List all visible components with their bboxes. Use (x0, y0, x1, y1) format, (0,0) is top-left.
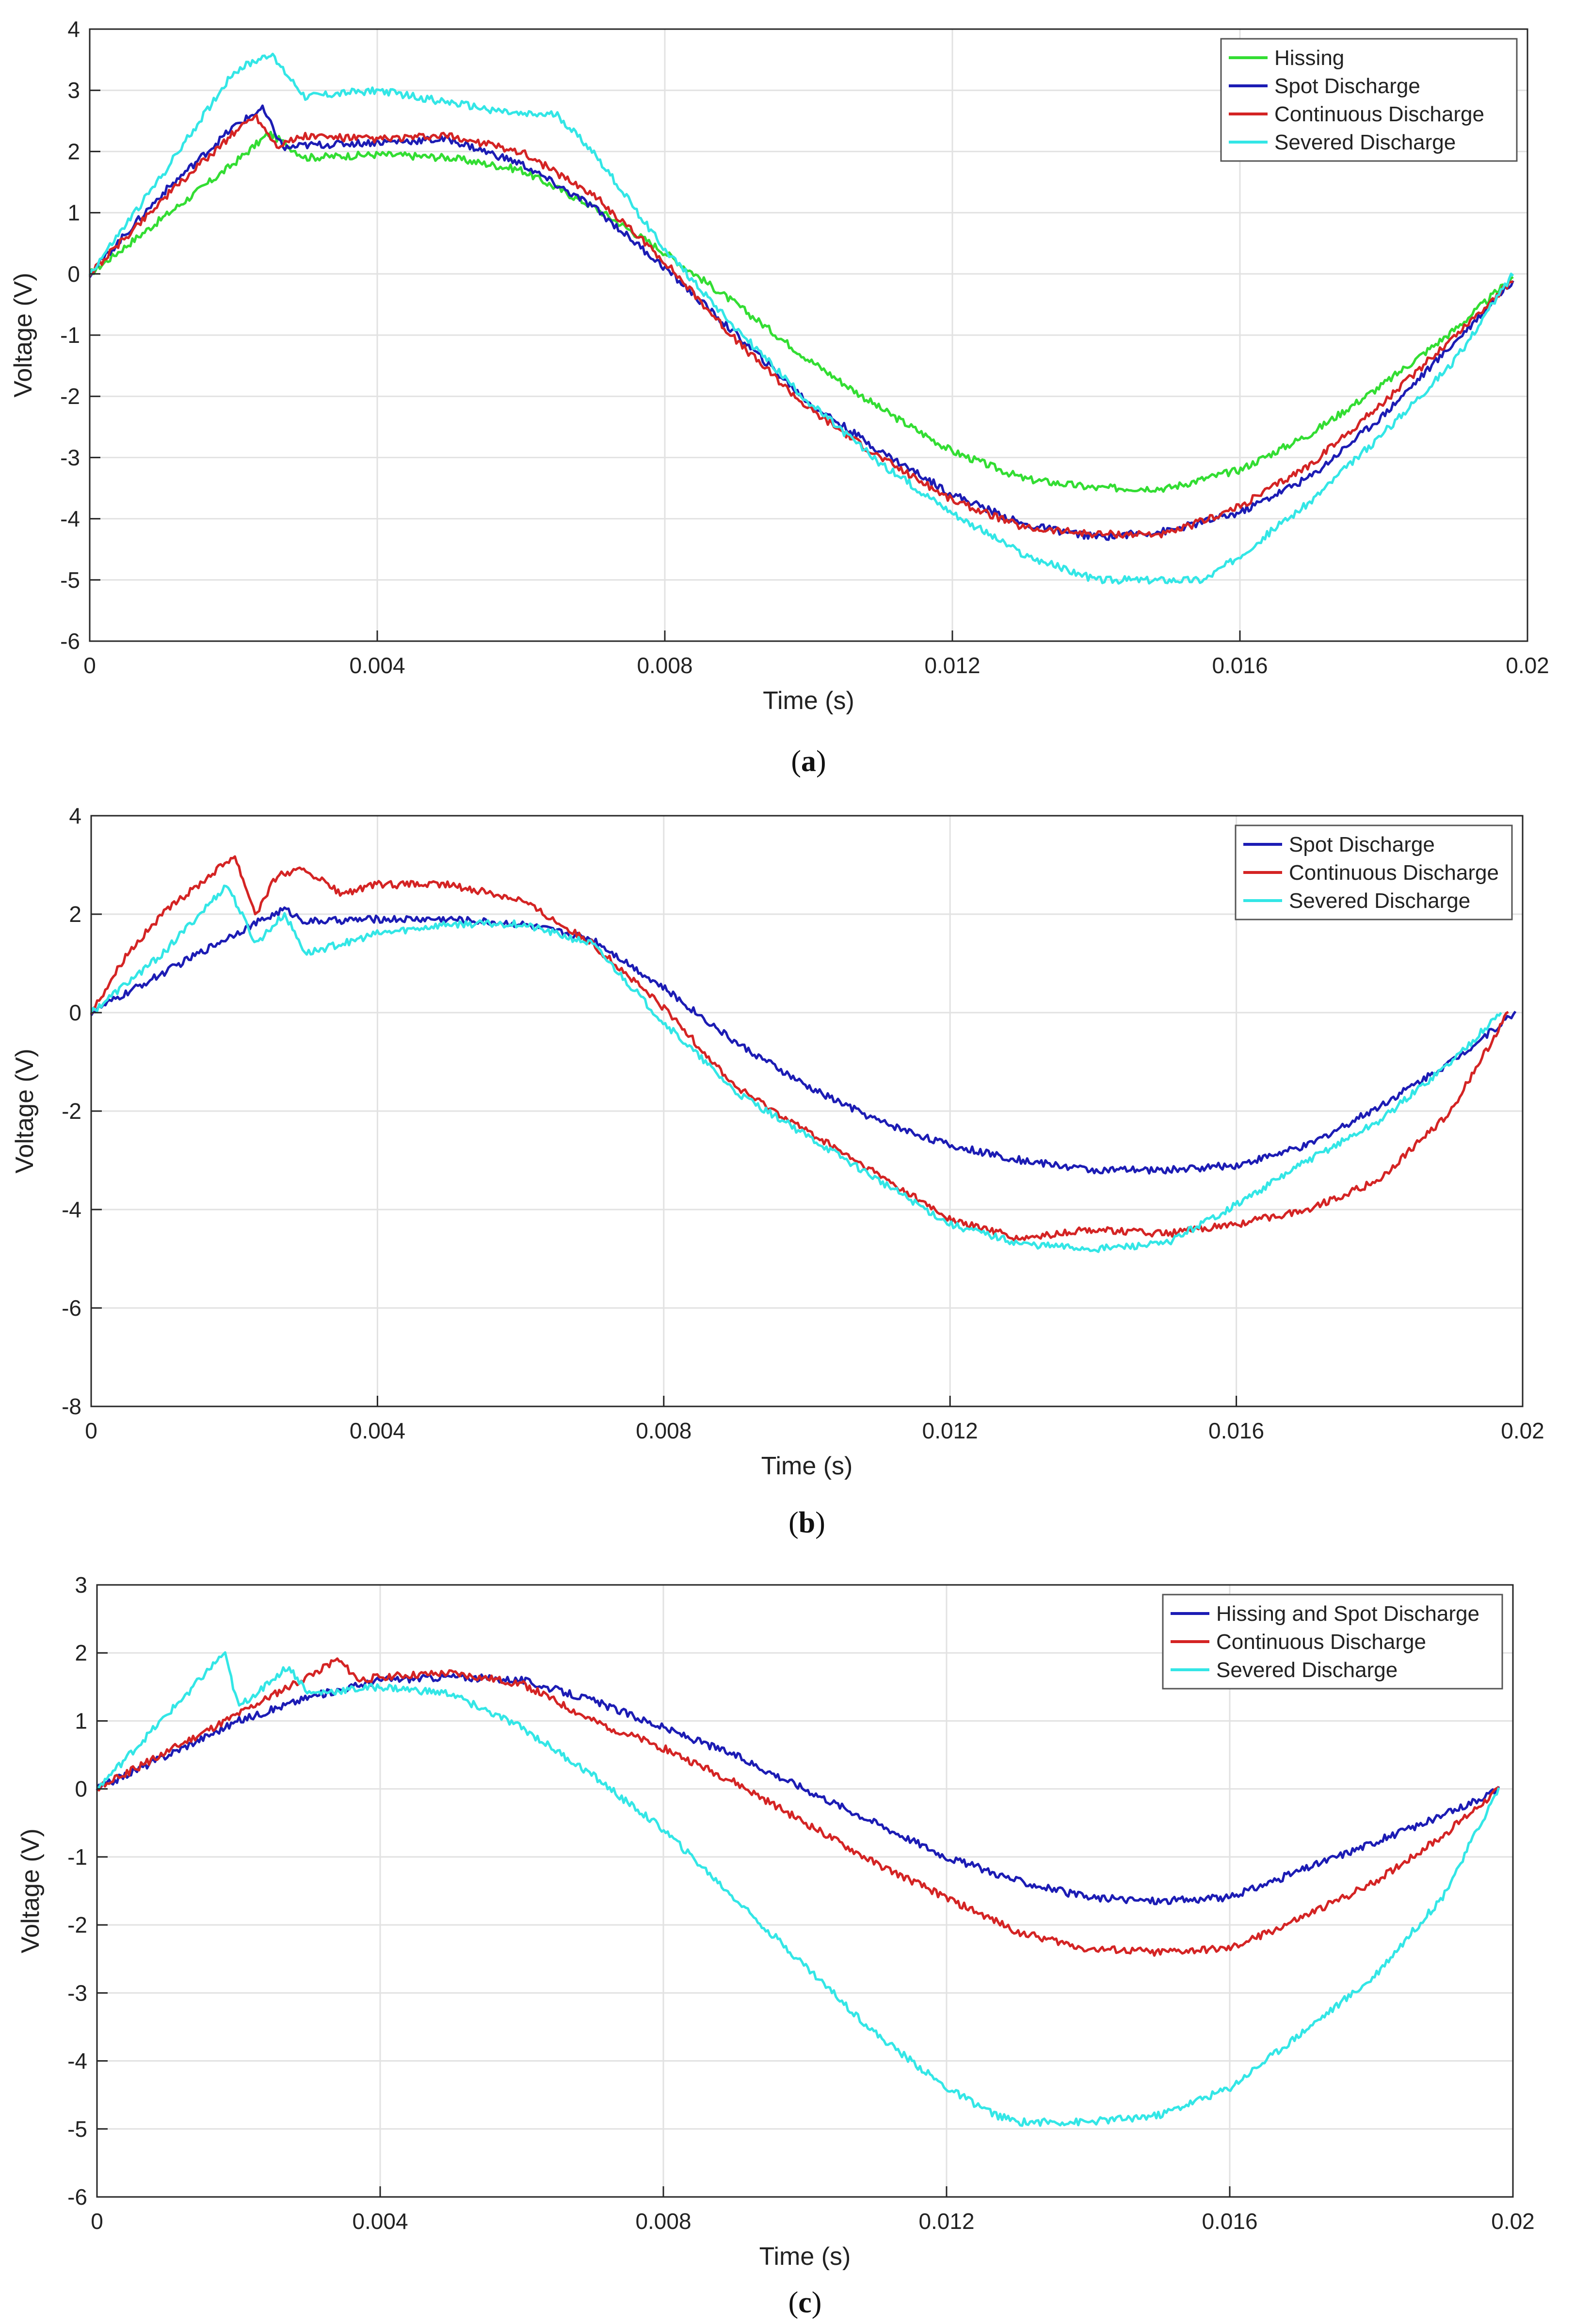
y-tick-label: 4 (67, 16, 80, 42)
y-tick-label: -6 (60, 629, 80, 654)
y-tick-label: 0 (69, 1000, 81, 1025)
panel-caption: (a) (791, 745, 826, 778)
y-tick-label: -3 (67, 1980, 87, 2005)
y-tick-label: 1 (75, 1708, 87, 1733)
y-tick-label: 0 (67, 261, 80, 287)
x-tick-label: 0.008 (637, 653, 692, 678)
x-tick-label: 0 (83, 653, 96, 678)
y-tick-label: -4 (60, 506, 80, 532)
y-tick-label: 3 (75, 1572, 87, 1598)
chart-panel-a: 0 0.004 0.008 0.012 0.016 0.02 -6 -5 -4 -3 -2 -1 0 1 2… (9, 16, 1549, 778)
x-tick-label: 0.02 (1506, 653, 1549, 678)
series-line-2 (88, 104, 1514, 541)
y-tick-label: -6 (67, 2184, 87, 2210)
y-tick-label: -3 (60, 445, 80, 470)
x-tick-label: 0.008 (636, 1418, 691, 1443)
x-tick-label: 0 (85, 1418, 97, 1443)
legend-entry: Spot Discharge (1274, 74, 1420, 98)
y-axis-label: Voltage (V) (16, 1828, 45, 1953)
x-tick-label: 0 (91, 2209, 103, 2234)
y-tick-label: -4 (62, 1197, 81, 1222)
x-tick-label: 0.012 (918, 2209, 974, 2234)
y-tick-label: -5 (67, 2116, 87, 2142)
x-tick-label: 0.004 (352, 2209, 408, 2234)
series-line-2 (90, 855, 1509, 1242)
y-axis-label: Voltage (V) (9, 273, 37, 397)
x-axis-label: Time (s) (761, 1452, 853, 1480)
series-line-1 (90, 906, 1517, 1175)
series-line-4 (88, 52, 1514, 585)
legend-entry: Severed Discharge (1274, 130, 1456, 154)
y-tick-label: 0 (75, 1776, 87, 1802)
series-line-2 (96, 1657, 1500, 1957)
legend-entry: Severed Discharge (1289, 889, 1470, 913)
legend-entry: Hissing and Spot Discharge (1216, 1602, 1479, 1626)
x-tick-label: 0.008 (635, 2209, 691, 2234)
legend-entry: Continuous Discharge (1289, 861, 1499, 885)
series-line-3 (88, 113, 1514, 539)
y-tick-label: -8 (62, 1394, 81, 1419)
x-tick-label: 0.012 (924, 653, 980, 678)
y-tick-label: -5 (60, 567, 80, 593)
legend-entry: Spot Discharge (1289, 833, 1435, 856)
x-tick-label: 0.02 (1501, 1418, 1544, 1443)
series-line-3 (90, 885, 1502, 1253)
x-axis-label: Time (s) (759, 2243, 851, 2271)
y-tick-label: -2 (60, 384, 80, 409)
y-axis-label: Voltage (V) (11, 1049, 39, 1173)
y-tick-label: -1 (60, 323, 80, 348)
y-tick-label: -2 (62, 1098, 81, 1124)
x-tick-label: 0.016 (1202, 2209, 1257, 2234)
series-line-1 (96, 1673, 1500, 1905)
axes-frame (96, 1584, 1514, 2198)
panel-caption: (b) (788, 1506, 825, 1539)
legend-entry: Continuous Discharge (1216, 1630, 1426, 1654)
x-tick-label: 0.004 (349, 653, 405, 678)
y-tick-label: 1 (67, 200, 80, 226)
y-tick-label: -2 (67, 1912, 87, 1937)
legend-entry: Hissing (1274, 46, 1344, 70)
y-tick-label: 2 (69, 902, 81, 927)
y-tick-label: 4 (69, 803, 81, 828)
chart-panel-b: 0 0.004 0.008 0.012 0.016 0.02 -8 -6 -4 -2 0 2 4 Time… (11, 803, 1544, 1539)
series-line-3 (96, 1651, 1500, 2127)
x-tick-label: 0.02 (1491, 2209, 1535, 2234)
x-tick-label: 0.016 (1208, 1418, 1264, 1443)
panel-caption: (c) (788, 2286, 822, 2319)
legend-box (1220, 38, 1518, 162)
x-axis-label: Time (s) (763, 687, 854, 715)
x-tick-label: 0.004 (350, 1418, 405, 1443)
legend-entry: Severed Discharge (1216, 1658, 1398, 1682)
x-tick-label: 0.012 (922, 1418, 978, 1443)
legend-box (1162, 1594, 1503, 1690)
y-tick-label: 2 (75, 1640, 87, 1665)
y-tick-label: -4 (67, 2049, 87, 2074)
y-tick-label: -6 (62, 1295, 81, 1321)
x-tick-label: 0.016 (1212, 653, 1268, 678)
chart-panel-c: 0 0.004 0.008 0.012 0.016 0.02 -6 -5 -4 -3 -2 -1 0 1 2… (16, 1572, 1535, 2319)
y-tick-label: 2 (67, 139, 80, 164)
y-tick-label: -1 (67, 1844, 87, 1870)
series-line-1 (89, 130, 1514, 493)
y-tick-label: 3 (67, 78, 80, 103)
legend-entry: Continuous Discharge (1274, 102, 1484, 126)
